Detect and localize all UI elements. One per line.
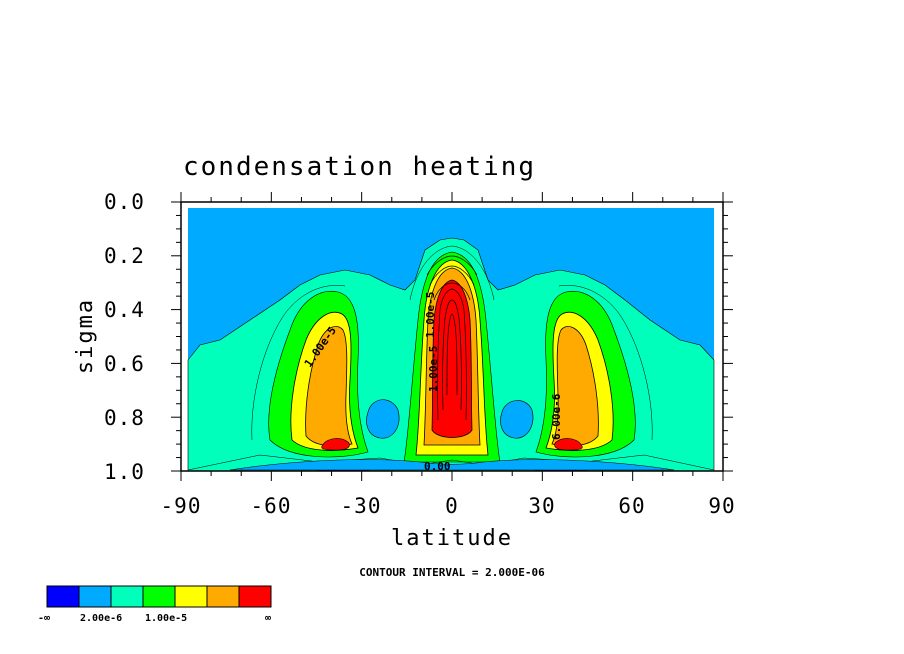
colorbar-swatch — [238, 585, 272, 608]
y-tick-labels: 0.0 0.2 0.4 0.6 0.8 1.0 — [104, 190, 145, 484]
contour-fill-blue-pocket-left — [366, 399, 400, 439]
colorbar-label-min: -∞ — [38, 613, 50, 624]
colorbar-label-mid2: 1.00e-5 — [145, 613, 187, 624]
colorbar-swatch — [110, 585, 144, 608]
contour-lines-inner-eq — [426, 255, 478, 421]
x-tick-labels: -90 -60 -30 0 30 60 90 — [161, 494, 735, 518]
colorbar-swatch — [46, 585, 80, 608]
contour-fill-red-eq — [431, 279, 473, 438]
colorbar — [46, 585, 272, 608]
y-tick-label: 0.6 — [104, 352, 145, 376]
x-tick-label: 60 — [618, 494, 645, 518]
y-tick-label: 0.8 — [104, 406, 145, 430]
colorbar-label-mid1: 2.00e-6 — [80, 613, 122, 624]
chart-title: condensation heating — [183, 152, 536, 182]
colorbar-swatch — [142, 585, 176, 608]
contour-fill-blue-pocket-right — [500, 400, 534, 439]
y-tick-label: 0.2 — [104, 244, 145, 268]
y-tick-label: 0.0 — [104, 190, 145, 214]
contour-label-eq-2: 1.00e-5 — [427, 346, 440, 392]
x-tick-label: 90 — [708, 494, 735, 518]
contour-fill-red-left — [321, 438, 350, 451]
y-axis-label: sigma — [73, 298, 98, 374]
contour-label-right: 6.00e-6 — [550, 393, 563, 440]
y-tick-label: 1.0 — [104, 460, 145, 484]
colorbar-label-max: ∞ — [265, 613, 271, 624]
colorbar-swatch — [78, 585, 112, 608]
x-tick-label: 30 — [528, 494, 555, 518]
colorbar-swatch — [206, 585, 240, 608]
axis-ticks — [171, 192, 733, 481]
y-tick-label: 0.4 — [104, 298, 145, 322]
contour-lines-outer — [187, 245, 715, 471]
contour-fill-red-right — [554, 438, 583, 451]
x-tick-label: 0 — [445, 494, 459, 518]
plot-area: 1.00e-5 1.00e-5 1.00e-5 6.00e-6 0.00 — [181, 202, 723, 473]
contour-label-eq-1: 1.00e-5 — [424, 292, 437, 338]
x-tick-label: -30 — [341, 494, 382, 518]
x-axis-label: latitude — [391, 526, 513, 551]
contour-interval-note: CONTOUR INTERVAL = 2.000E-06 — [359, 566, 545, 579]
x-tick-label: -60 — [251, 494, 292, 518]
x-tick-label: -90 — [161, 494, 202, 518]
contour-fill-orange-right — [551, 326, 599, 447]
colorbar-swatch — [174, 585, 208, 608]
contour-fill-surface-lightblue — [229, 459, 675, 471]
contour-label-surface: 0.00 — [424, 460, 451, 473]
contour-fill-orange-left — [305, 326, 353, 447]
